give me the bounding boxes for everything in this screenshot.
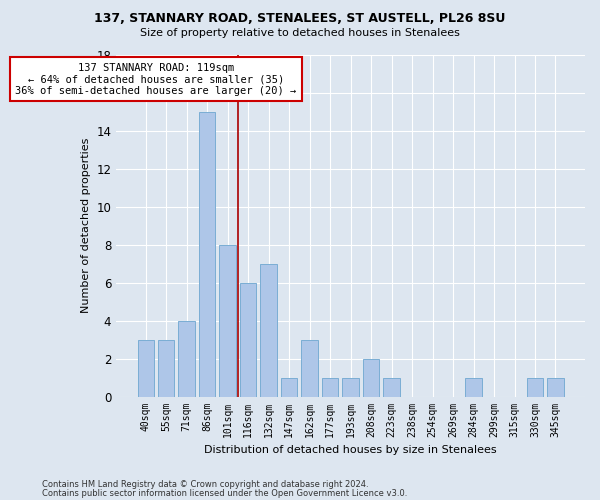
Bar <box>301 340 318 396</box>
Y-axis label: Number of detached properties: Number of detached properties <box>81 138 91 314</box>
Bar <box>383 378 400 396</box>
Bar <box>137 340 154 396</box>
Text: Contains public sector information licensed under the Open Government Licence v3: Contains public sector information licen… <box>42 489 407 498</box>
X-axis label: Distribution of detached houses by size in Stenalees: Distribution of detached houses by size … <box>204 445 497 455</box>
Bar <box>547 378 563 396</box>
Bar <box>363 358 379 397</box>
Bar <box>158 340 175 396</box>
Bar <box>466 378 482 396</box>
Bar <box>178 320 195 396</box>
Text: 137 STANNARY ROAD: 119sqm
← 64% of detached houses are smaller (35)
36% of semi-: 137 STANNARY ROAD: 119sqm ← 64% of detac… <box>16 62 296 96</box>
Bar <box>527 378 543 396</box>
Bar <box>343 378 359 396</box>
Bar <box>220 245 236 396</box>
Text: Contains HM Land Registry data © Crown copyright and database right 2024.: Contains HM Land Registry data © Crown c… <box>42 480 368 489</box>
Text: 137, STANNARY ROAD, STENALEES, ST AUSTELL, PL26 8SU: 137, STANNARY ROAD, STENALEES, ST AUSTEL… <box>94 12 506 26</box>
Bar <box>199 112 215 397</box>
Bar <box>240 282 256 397</box>
Bar <box>322 378 338 396</box>
Bar <box>281 378 298 396</box>
Text: Size of property relative to detached houses in Stenalees: Size of property relative to detached ho… <box>140 28 460 38</box>
Bar <box>260 264 277 396</box>
